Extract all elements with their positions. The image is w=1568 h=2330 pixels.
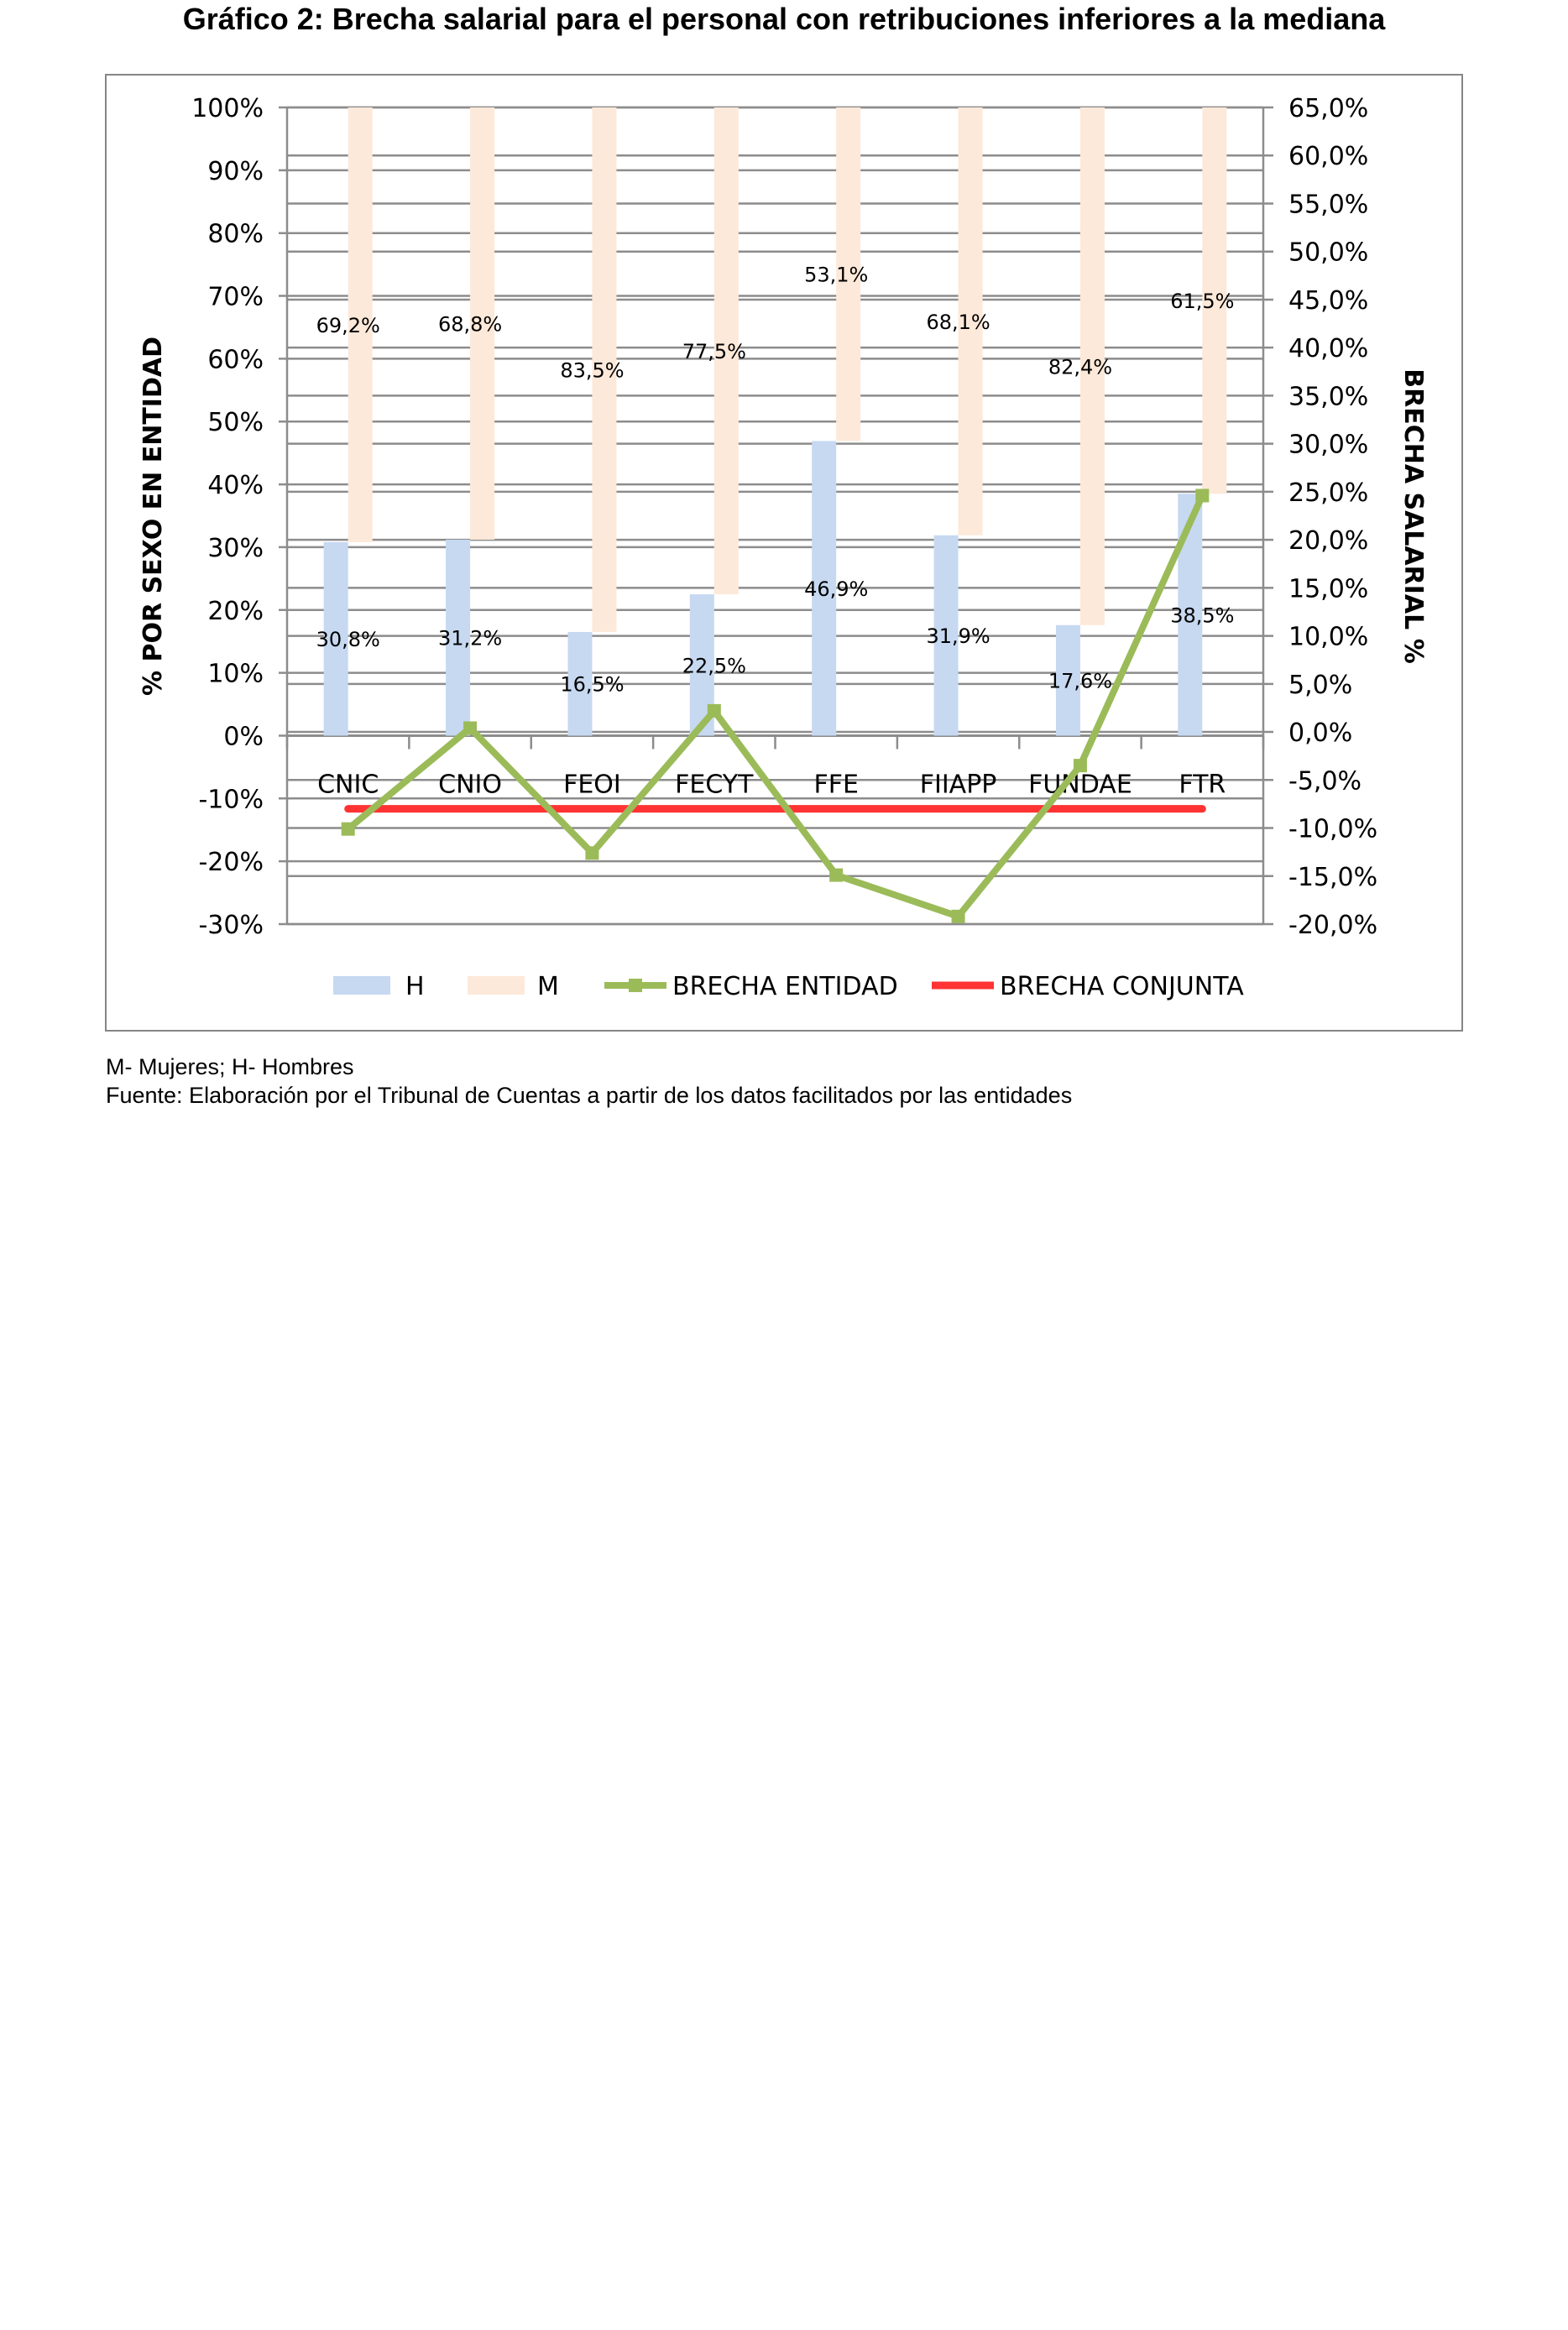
- y-tick-label: 90%: [207, 157, 264, 186]
- bar-m-fecyt: [713, 107, 739, 595]
- marker-brecha-entidad: [341, 822, 355, 836]
- y2-tick-label: 35,0%: [1288, 382, 1368, 411]
- bar-m-ftr: [1202, 107, 1227, 494]
- bar-h-cnic: [323, 541, 348, 736]
- y2-tick-label: 55,0%: [1288, 190, 1368, 219]
- legend-label-brecha-conjunta: BRECHA CONJUNTA: [1000, 972, 1244, 1001]
- bar-h-feoi: [567, 631, 593, 736]
- bar-m-cnic: [348, 107, 373, 542]
- data-label-m: 83,5%: [560, 358, 624, 382]
- x-tick-label: FECYT: [675, 770, 754, 799]
- x-tick-label: FIIAPP: [920, 770, 997, 799]
- marker-brecha-entidad: [951, 909, 965, 923]
- y2-tick-label: 65,0%: [1288, 94, 1368, 123]
- y-axis-title: % POR SEXO EN ENTIDAD: [139, 337, 168, 696]
- marker-brecha-entidad: [1073, 759, 1087, 773]
- data-label-m: 77,5%: [682, 340, 746, 363]
- data-label-m: 82,4%: [1048, 355, 1112, 379]
- y-tick-label: 30%: [207, 534, 264, 563]
- y2-tick-label: -10,0%: [1288, 815, 1377, 844]
- legend-label-m: M: [537, 972, 559, 1001]
- y2-tick-label: 50,0%: [1288, 238, 1368, 268]
- x-tick-label: FUNDAE: [1028, 770, 1132, 799]
- legend-note: M- Mujeres; H- Hombres: [106, 1054, 354, 1079]
- legend-swatch-m: [468, 976, 525, 995]
- data-label-h: 17,6%: [1048, 670, 1112, 693]
- data-label-h: 46,9%: [804, 577, 868, 601]
- y-tick-label: 60%: [207, 345, 264, 374]
- data-label-m: 53,1%: [804, 264, 868, 287]
- y2-tick-label: -20,0%: [1288, 911, 1377, 940]
- data-label-h: 38,5%: [1170, 603, 1234, 627]
- x-tick-label: FEOI: [563, 770, 621, 799]
- marker-brecha-entidad: [585, 846, 599, 860]
- marker-brecha-entidad: [1195, 488, 1210, 503]
- y2-axis-title: BRECHA SALARIAL %: [1398, 368, 1428, 664]
- marker-brecha-entidad: [707, 703, 721, 718]
- bar-m-fiiapp: [958, 107, 983, 535]
- legend-label-h: H: [405, 972, 425, 1001]
- y2-tick-label: 40,0%: [1288, 334, 1368, 363]
- legend-swatch-h: [333, 976, 390, 995]
- marker-brecha-entidad: [829, 868, 844, 882]
- bar-h-fundae: [1055, 624, 1080, 736]
- legend-label-brecha-entidad: BRECHA ENTIDAD: [672, 972, 898, 1001]
- x-tick-label: FFE: [813, 770, 858, 799]
- bar-m-fundae: [1079, 107, 1105, 625]
- y-tick-label: 50%: [207, 408, 264, 437]
- y2-tick-label: 20,0%: [1288, 526, 1368, 556]
- line-brecha-entidad: [346, 494, 1205, 921]
- y-tick-label: 100%: [191, 94, 264, 123]
- y-tick-label: -30%: [198, 911, 264, 940]
- bar-m-cnio: [470, 107, 495, 540]
- legend-marker-brecha-entidad: [629, 979, 642, 992]
- y-tick-label: 0%: [223, 722, 264, 751]
- bar-h-cnio: [446, 539, 471, 736]
- y-tick-label: 20%: [207, 597, 264, 626]
- x-tick-label: CNIC: [317, 770, 379, 799]
- y2-tick-label: 45,0%: [1288, 286, 1368, 316]
- bar-m-feoi: [592, 107, 617, 632]
- chart-frame: [105, 74, 1463, 1032]
- bar-h-fiiapp: [933, 535, 959, 736]
- y2-tick-label: 15,0%: [1288, 574, 1368, 603]
- y-tick-label: 40%: [207, 471, 264, 500]
- data-label-h: 22,5%: [682, 654, 746, 677]
- data-label-m: 61,5%: [1170, 290, 1234, 313]
- bar-m-ffe: [836, 107, 861, 441]
- marker-brecha-entidad: [463, 721, 478, 735]
- chart: 100% 90% 80% 70% 60% 50% 40% 30% 20% 10% 0% -10% -20…: [105, 74, 1463, 1032]
- data-label-m: 69,2%: [316, 314, 380, 337]
- chart-title: Gráfico 2: Brecha salarial para el perso…: [182, 2, 1386, 36]
- y2-tick-label: -5,0%: [1288, 766, 1362, 796]
- data-label-m: 68,8%: [438, 312, 502, 336]
- y2-tick-label: 30,0%: [1288, 431, 1368, 460]
- bar-h-ffe: [812, 441, 837, 736]
- data-label-h: 30,8%: [316, 628, 380, 651]
- y2-tick-label: 25,0%: [1288, 478, 1368, 508]
- y-tick-label: -20%: [198, 848, 264, 877]
- y-tick-label: 80%: [207, 220, 264, 249]
- x-tick-label: CNIO: [438, 770, 502, 799]
- x-tick-label: FTR: [1179, 770, 1226, 799]
- data-label-m: 68,1%: [926, 311, 990, 334]
- y-tick-label: 10%: [207, 660, 264, 689]
- data-label-h: 31,2%: [438, 627, 502, 650]
- y2-tick-label: -15,0%: [1288, 863, 1377, 892]
- y2-tick-label: 0,0%: [1288, 718, 1352, 748]
- y2-tick-label: 5,0%: [1288, 671, 1352, 700]
- source-note: Fuente: Elaboración por el Tribunal de C…: [106, 1083, 1073, 1108]
- y-tick-label: 70%: [207, 283, 264, 312]
- y2-tick-label: 60,0%: [1288, 142, 1368, 171]
- y2-tick-label: 10,0%: [1288, 623, 1368, 652]
- data-label-h: 16,5%: [560, 673, 624, 697]
- data-label-h: 31,9%: [926, 624, 990, 648]
- y-tick-label: -10%: [198, 785, 264, 814]
